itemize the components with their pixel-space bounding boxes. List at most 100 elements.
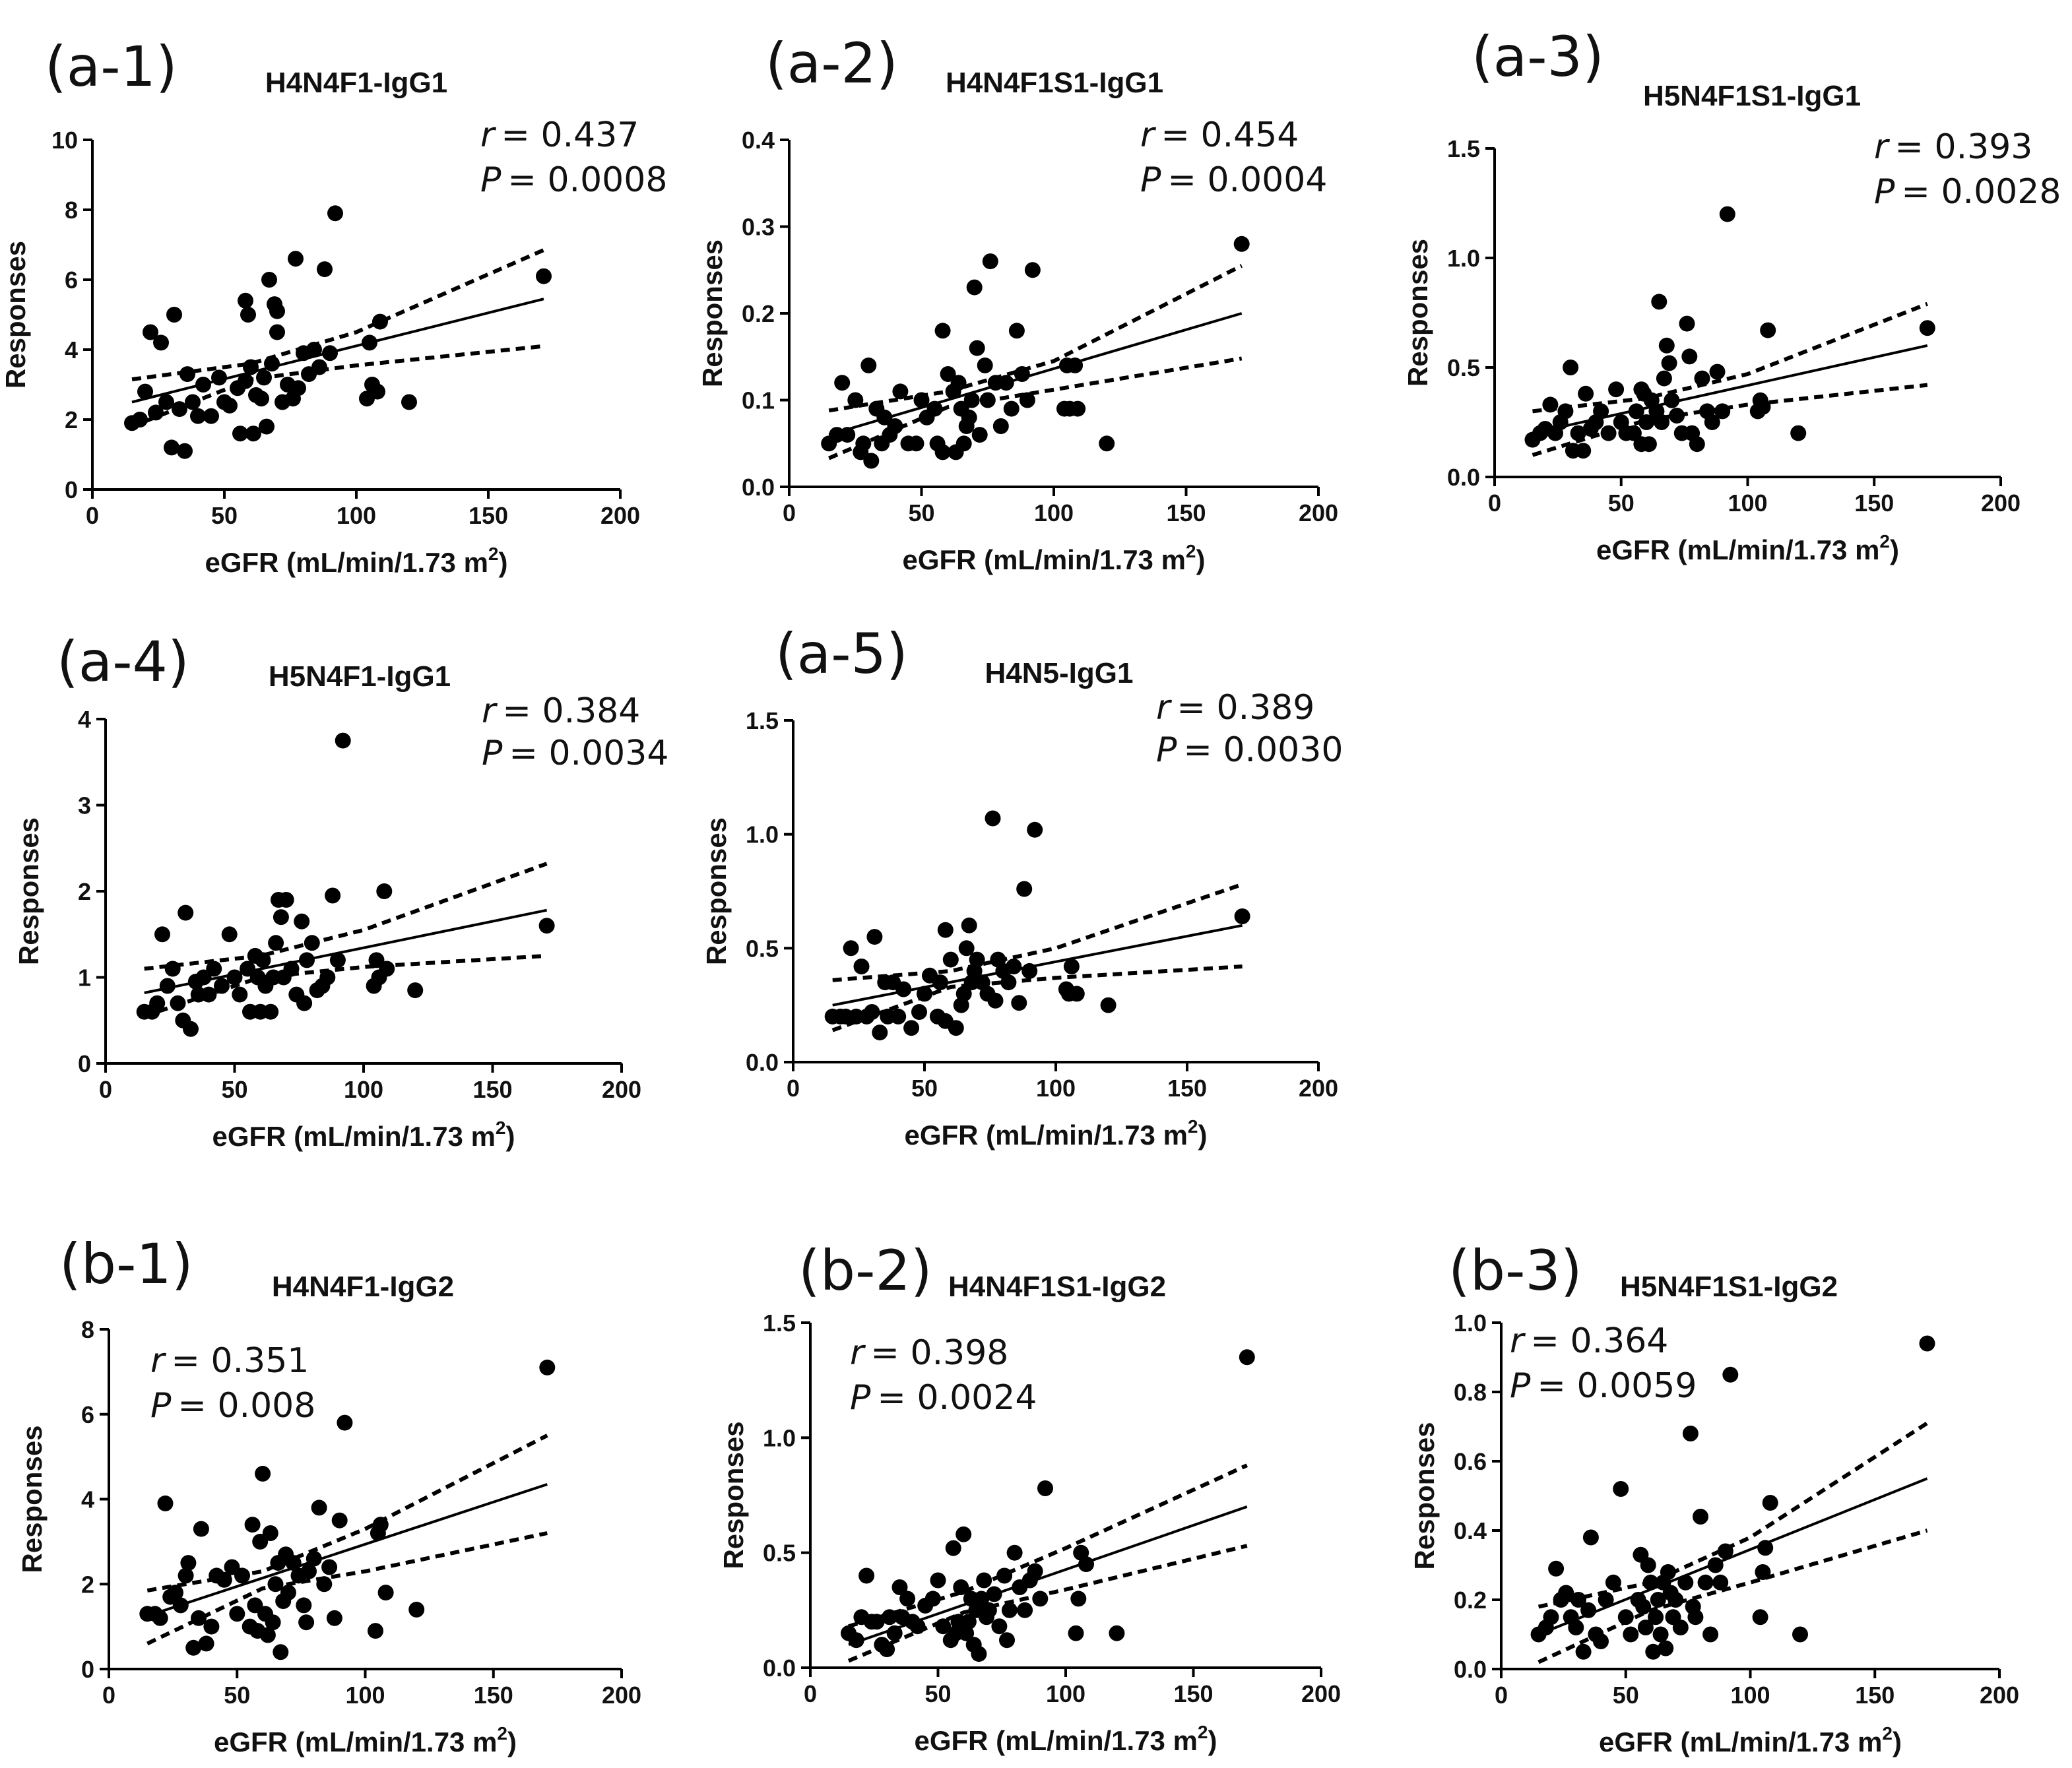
ci-upper-line: [848, 1463, 1248, 1629]
data-point: [1037, 1480, 1053, 1496]
data-point: [1693, 1509, 1708, 1525]
data-point: [973, 1591, 990, 1607]
data-point: [942, 951, 959, 968]
data-point: [269, 303, 285, 319]
data-point: [1658, 337, 1675, 354]
r-number: = 0.351: [171, 1341, 309, 1381]
data-point: [1548, 1560, 1565, 1577]
x-axis-label-main: eGFR (mL/min/1.73 m: [904, 1120, 1187, 1151]
data-point: [183, 1021, 199, 1037]
data-point: [1593, 403, 1609, 420]
panel-label: (a-4): [57, 629, 189, 694]
data-point: [1722, 1366, 1739, 1383]
data-point: [372, 1517, 389, 1533]
panel-label: (b-1): [59, 1232, 193, 1296]
x-tick-label: 150: [1166, 499, 1206, 526]
data-point: [214, 978, 230, 994]
p-value: P = 0.008: [150, 1386, 315, 1426]
data-point: [1068, 1625, 1084, 1641]
data-point: [1664, 392, 1680, 408]
r-value: r = 0.389: [1156, 688, 1314, 728]
data-point: [1648, 1609, 1664, 1626]
r-value: r = 0.384: [482, 691, 640, 731]
data-point: [1578, 385, 1594, 402]
data-point: [1623, 1626, 1639, 1643]
data-point: [864, 1004, 880, 1020]
data-point: [259, 1627, 276, 1643]
data-point: [1006, 1544, 1023, 1561]
p-number: = 0.0034: [509, 734, 668, 773]
data-point: [166, 307, 182, 323]
data-point: [976, 1572, 992, 1589]
r-symbol: r: [480, 115, 497, 155]
data-point: [932, 974, 948, 991]
x-tick-label: 100: [345, 1682, 385, 1709]
data-point: [238, 292, 253, 309]
data-point: [895, 981, 912, 997]
data-point: [368, 952, 385, 968]
data-point: [1645, 1643, 1662, 1660]
data-point: [1652, 1626, 1669, 1643]
p-symbol: P: [1510, 1366, 1531, 1406]
data-point: [211, 369, 227, 386]
data-point: [172, 1597, 189, 1614]
data-point: [538, 918, 555, 934]
data-point: [987, 992, 1004, 1009]
r-symbol: r: [850, 1333, 866, 1373]
x-axis-label-main: eGFR (mL/min/1.73 m: [1596, 534, 1879, 565]
data-point: [971, 1646, 987, 1662]
data-point: [306, 342, 322, 358]
data-point: [1582, 1529, 1599, 1546]
data-point: [1580, 1602, 1597, 1618]
x-tick-label: 100: [1036, 1075, 1076, 1102]
data-point: [991, 1618, 1008, 1635]
data-point: [536, 268, 552, 284]
x-axis-label-end: ): [1198, 1120, 1208, 1151]
r-number: = 0.398: [870, 1333, 1008, 1373]
x-tick-label: 0: [1495, 1682, 1508, 1709]
x-tick-label: 150: [1173, 1680, 1213, 1707]
data-point: [1635, 1598, 1652, 1615]
y-tick-label: 0.2: [1454, 1587, 1487, 1614]
y-axis-label: Responses: [13, 817, 44, 965]
data-point: [1667, 1592, 1684, 1608]
data-point: [158, 394, 174, 410]
r-number: = 0.454: [1161, 115, 1299, 155]
data-point: [1672, 1620, 1689, 1635]
x-tick-label: 200: [600, 502, 640, 529]
data-point: [909, 1618, 926, 1635]
p-symbol: P: [850, 1378, 871, 1418]
y-tick-label: 0.1: [742, 387, 775, 414]
data-point: [1605, 1574, 1621, 1591]
data-point: [1650, 1592, 1666, 1608]
y-axis-label: Responses: [701, 817, 732, 965]
data-point: [934, 323, 951, 339]
data-point: [1234, 908, 1250, 924]
data-point: [992, 418, 1009, 434]
data-point: [1024, 262, 1041, 278]
chart-title: H4N4F1S1-IgG1: [946, 67, 1163, 99]
data-point: [1762, 1495, 1778, 1511]
data-point: [298, 1614, 315, 1631]
data-point: [1919, 1335, 1935, 1352]
x-tick-label: 200: [602, 1076, 641, 1103]
y-tick-label: 0.4: [742, 127, 775, 154]
data-point: [1598, 1592, 1614, 1608]
panel-label: (b-3): [1448, 1238, 1582, 1303]
chart-title: H4N4F1S1-IgG2: [948, 1271, 1166, 1303]
data-point: [1558, 1585, 1574, 1601]
x-axis-label-end: ): [1208, 1725, 1217, 1756]
data-point: [301, 1563, 317, 1579]
data-point: [1679, 315, 1695, 332]
data-point: [1637, 1620, 1654, 1635]
chart-title: H5N4F1S1-IgG2: [1620, 1271, 1838, 1303]
data-point: [1702, 1626, 1719, 1643]
y-tick-label: 1.0: [1447, 245, 1480, 272]
data-point: [937, 922, 954, 938]
x-tick-label: 200: [1980, 1682, 2019, 1709]
data-point: [930, 1572, 946, 1589]
y-tick-label: 1.5: [763, 1310, 796, 1337]
r-value: r = 0.398: [850, 1333, 1008, 1373]
y-tick-label: 8: [65, 197, 78, 224]
data-point: [911, 1004, 927, 1020]
